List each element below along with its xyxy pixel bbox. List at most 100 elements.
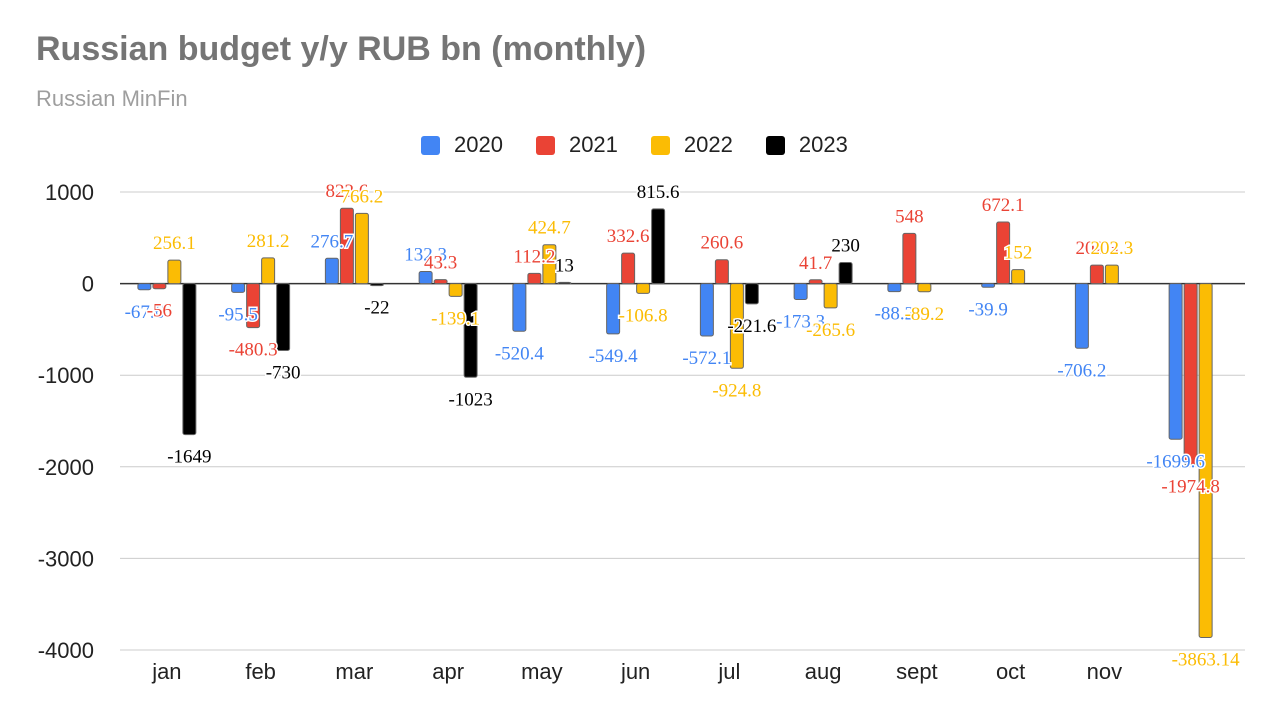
bar-2020-dec (1168, 283, 1183, 440)
data-label-2021: -1974.8 (1161, 476, 1220, 497)
data-label-2023: -221.6 (727, 316, 776, 337)
bar-2020-jan (137, 283, 152, 291)
data-label-2023: -730 (266, 362, 301, 383)
bar-2022-apr (448, 283, 463, 297)
bar-2022-jun (636, 283, 651, 294)
data-label-2020: -173.3 (776, 311, 825, 332)
bar-2021-aug (808, 279, 823, 285)
chart-subtitle: Russian MinFin (36, 86, 188, 111)
data-label-2020: -39.9 (968, 299, 1008, 320)
y-tick-label: -4000 (38, 638, 94, 663)
x-tick-label: may (521, 659, 563, 684)
data-label-2021: 202.3 (1076, 238, 1119, 259)
legend-label-2020: 2020 (454, 132, 503, 157)
data-label-2023: 13 (555, 255, 574, 276)
bar-2021-dec (1183, 283, 1198, 465)
data-label-2023: -1649 (167, 447, 211, 468)
data-label-2021: 43.3 (424, 253, 457, 274)
bar-2021-jul (714, 259, 729, 285)
bar-2020-jun (606, 283, 621, 335)
bar-2021-may (527, 272, 542, 285)
data-label-2021: 548 (895, 206, 924, 227)
data-label-2020: -67.6 (125, 302, 165, 323)
bar-2020-jul (699, 283, 714, 337)
data-label-2022: 152 (1004, 243, 1033, 264)
legend-label-2022: 2022 (683, 132, 733, 157)
data-label-2021: 822.6 (326, 181, 369, 202)
bar-2020-sept (887, 283, 902, 293)
legend-swatch-2022 (650, 135, 670, 155)
bar-2022-sept (917, 283, 932, 293)
legend-item-2020: 2020 (421, 132, 503, 158)
y-tick-label: -2000 (38, 455, 94, 480)
y-tick-label: -1000 (38, 363, 94, 388)
data-label-2020: -1699.6 (1146, 451, 1205, 472)
data-label-2020: -88.2 (875, 304, 915, 325)
data-label-2022: 202.3 (1091, 238, 1134, 259)
legend-item-2021: 2021 (535, 132, 618, 158)
bar-2021-jan (152, 283, 167, 290)
data-label-2022: -265.6 (806, 320, 855, 341)
chart-legend: 2020 2021 2022 2023 (421, 132, 881, 158)
bar-2021-apr (433, 279, 448, 285)
bar-2022-nov (1104, 264, 1119, 285)
data-label-2022: -139.1 (431, 308, 480, 329)
data-label-2023: 815.6 (637, 182, 680, 203)
bar-2022-dec (1198, 283, 1213, 638)
bar-2023-jun (651, 208, 666, 285)
data-label-2021: 260.6 (701, 233, 744, 254)
bar-2020-feb (231, 283, 246, 293)
y-tick-label: 1000 (45, 180, 94, 205)
bar-2020-aug (793, 283, 808, 300)
bar-2022-jan (167, 259, 182, 285)
x-tick-label: jul (717, 659, 740, 684)
data-label-2022: 281.2 (247, 231, 290, 252)
data-label-2021: -480.3 (229, 340, 278, 361)
bar-2020-oct (981, 283, 996, 288)
data-label-2020: -572.1 (682, 348, 731, 369)
data-label-2020: -520.4 (495, 343, 545, 364)
data-label-2022: -924.8 (712, 380, 761, 401)
data-label-2022: 424.7 (528, 218, 571, 239)
legend-label-2023: 2023 (798, 132, 848, 157)
data-label-2021: 332.6 (607, 226, 650, 247)
bar-2022-aug (823, 283, 838, 309)
x-tick-label: mar (335, 659, 373, 684)
bar-2022-jul (729, 283, 744, 369)
x-tick-label: jan (151, 659, 181, 684)
bar-2021-nov (1089, 264, 1104, 285)
data-label-2022: -3863.14 (1172, 649, 1241, 670)
x-tick-label: nov (1087, 659, 1122, 684)
bar-2021-oct (996, 221, 1011, 285)
legend-label-2021: 2021 (568, 132, 618, 157)
bar-2022-may (542, 244, 557, 285)
x-tick-label: jun (620, 659, 650, 684)
chart-title: Russian budget y/y RUB bn (monthly) (36, 30, 647, 68)
bar-2023-mar (369, 283, 384, 287)
legend-item-2023: 2023 (765, 132, 848, 158)
data-label-2022: -106.8 (619, 305, 668, 326)
bar-2021-jun (621, 252, 636, 285)
bar-2020-apr (418, 270, 433, 285)
data-label-2022: -89.2 (905, 304, 945, 325)
bar-2023-aug (838, 262, 853, 285)
bar-2021-mar (339, 207, 354, 285)
legend-item-2022: 2022 (650, 132, 733, 158)
bar-2022-feb (261, 257, 276, 285)
data-label-2021: 112.2 (513, 246, 555, 267)
data-label-2020: 276.7 (311, 231, 354, 252)
bar-2020-may (512, 283, 527, 332)
x-tick-label: apr (432, 659, 464, 684)
x-tick-label: oct (996, 659, 1025, 684)
data-label-2021: -56 (147, 301, 172, 322)
data-label-2021: 41.7 (799, 253, 832, 274)
bar-2022-mar (354, 212, 369, 285)
data-label-2022: 256.1 (153, 233, 196, 254)
data-label-2023: -1023 (448, 389, 492, 410)
x-tick-label: sept (896, 659, 938, 684)
data-label-2020: 132.3 (404, 244, 447, 265)
bar-2021-feb (246, 283, 261, 329)
data-label-2020: -706.2 (1057, 360, 1106, 381)
data-label-2023: -22 (364, 298, 389, 319)
data-label-2020: -95.5 (218, 304, 258, 325)
